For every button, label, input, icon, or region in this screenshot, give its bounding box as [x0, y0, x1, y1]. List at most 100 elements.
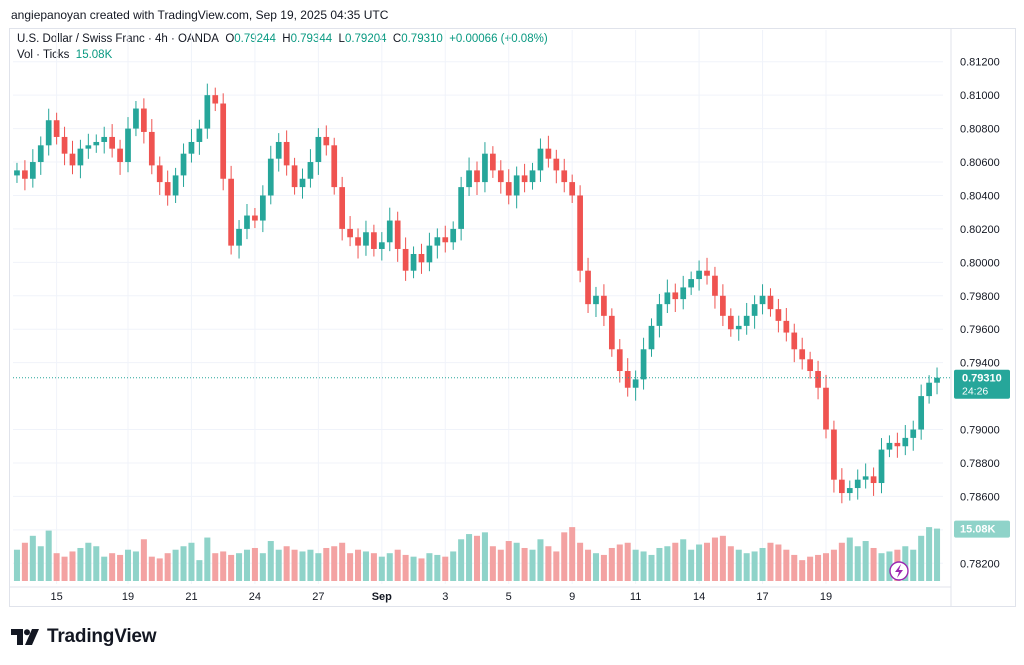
- candle: [831, 420, 837, 493]
- volume-bar: [283, 546, 290, 581]
- price-tick-label: 0.80200: [960, 224, 1000, 236]
- candle-body: [854, 479, 861, 489]
- volume-bar: [77, 547, 84, 581]
- candle: [862, 463, 869, 489]
- candle: [117, 139, 123, 175]
- candle: [402, 237, 409, 281]
- candle: [537, 138, 544, 182]
- candle: [133, 101, 139, 137]
- time-tick-label: Sep: [372, 591, 392, 603]
- candle: [870, 467, 877, 496]
- change-value: +0.00066 (+0.08%): [449, 33, 548, 45]
- candle-body: [339, 187, 346, 229]
- candle-body: [672, 292, 679, 300]
- candle-body: [775, 309, 782, 321]
- candle-body: [831, 429, 837, 480]
- volume-bar: [870, 547, 877, 581]
- volume-bar: [751, 551, 758, 581]
- candle: [426, 232, 433, 272]
- candle: [593, 286, 599, 318]
- candle: [29, 149, 36, 188]
- candle-body: [164, 182, 171, 196]
- candle: [561, 158, 568, 193]
- time-tick-label: 15: [50, 591, 62, 603]
- candle: [275, 133, 282, 172]
- volume-bar: [688, 549, 695, 581]
- candle-body: [442, 237, 449, 243]
- candle-body: [331, 145, 338, 188]
- candle-body: [315, 136, 322, 163]
- candle-body: [632, 379, 639, 388]
- time-tick-label: 3: [442, 591, 448, 603]
- volume-bar: [323, 547, 330, 581]
- candle-body: [77, 148, 84, 166]
- volume-bar: [743, 553, 750, 581]
- candle: [585, 257, 591, 314]
- candle-body: [458, 187, 464, 229]
- brand-name: TradingView: [47, 626, 157, 647]
- candle-body: [799, 349, 806, 360]
- volume-bar: [838, 542, 845, 581]
- candle: [291, 157, 298, 195]
- candle-body: [363, 232, 369, 246]
- candle-body: [918, 396, 925, 430]
- price-tick-label: 0.79400: [960, 358, 1000, 370]
- volume-bar: [791, 554, 798, 581]
- candle-body: [434, 237, 441, 246]
- candle-body: [513, 175, 520, 196]
- candle: [394, 211, 401, 262]
- high-value: 0.79344: [290, 33, 333, 45]
- tradingview-logo[interactable]: TradingView: [11, 626, 157, 648]
- candle: [601, 284, 607, 327]
- price-tick-label: 0.80000: [960, 257, 1000, 269]
- last-price-badge[interactable]: [954, 369, 1010, 399]
- volume-bar: [545, 546, 552, 581]
- candle: [101, 126, 108, 154]
- candle: [466, 157, 472, 196]
- volume-bar: [830, 549, 837, 581]
- candle-body: [228, 178, 234, 246]
- volume-bar: [529, 549, 536, 581]
- time-tick-label: 14: [693, 591, 705, 603]
- price-tick-label: 0.81200: [960, 57, 1000, 69]
- low-label: L: [338, 33, 345, 45]
- candle-body: [616, 349, 623, 372]
- candle-body: [862, 476, 869, 480]
- candle-body: [466, 170, 472, 188]
- candle-body: [371, 232, 377, 249]
- candle-body: [823, 387, 829, 430]
- symbol-title[interactable]: U.S. Dollar / Swiss Franc · 4h · OANDA: [17, 33, 219, 45]
- candle-body: [410, 253, 417, 271]
- candle-body: [593, 295, 599, 305]
- candle: [696, 260, 702, 291]
- volume-bar: [926, 527, 933, 581]
- candle: [77, 139, 84, 179]
- time-tick-label: 24: [249, 591, 261, 603]
- volume-bar: [505, 541, 512, 581]
- candle: [442, 225, 449, 253]
- candle: [458, 176, 464, 241]
- candle-body: [608, 315, 615, 350]
- last-price-label: 0.79310: [962, 373, 1002, 385]
- candle-body: [624, 371, 631, 388]
- price-tick-label: 0.80800: [960, 124, 1000, 136]
- candle-body: [521, 175, 528, 183]
- volume-bar: [918, 535, 925, 581]
- volume-bar: [616, 544, 623, 581]
- candle-body: [561, 170, 568, 183]
- volume-bar: [93, 546, 100, 581]
- volume-bar: [13, 549, 20, 581]
- candle-body: [910, 429, 917, 438]
- candle: [283, 130, 290, 176]
- volume-bar: [418, 558, 425, 581]
- volume-bar: [378, 556, 385, 581]
- volume-bar: [577, 542, 584, 581]
- volume-bar: [807, 556, 814, 581]
- volume-bar: [497, 549, 504, 581]
- candle-body: [712, 275, 718, 296]
- volume-bar: [362, 551, 369, 581]
- volume-bar: [410, 556, 417, 581]
- candle: [172, 167, 179, 203]
- candle: [259, 185, 266, 233]
